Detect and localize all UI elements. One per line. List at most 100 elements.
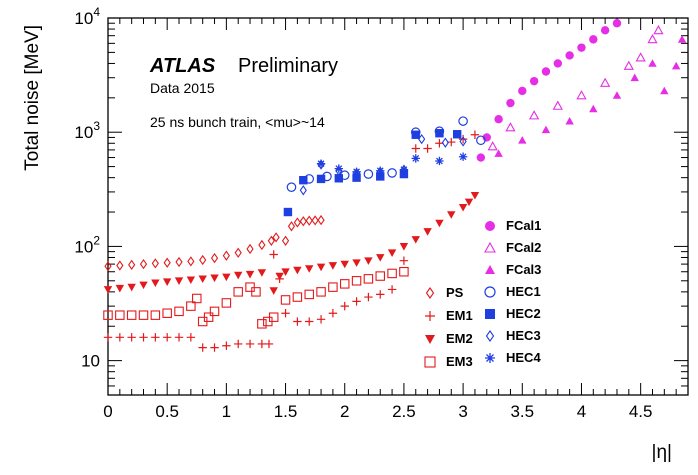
series-ps: [104, 214, 325, 272]
data-point-em1: [234, 339, 243, 349]
data-point-hec3: [441, 137, 449, 148]
data-point-em2: [257, 269, 267, 277]
legend-label-hec2: HEC2: [506, 306, 541, 321]
data-point-hec4: [334, 164, 344, 173]
series-em3: [103, 267, 409, 329]
y-axis-ticks: 10 102 103 104: [74, 5, 688, 396]
data-point-em1: [328, 309, 338, 318]
data-point-hec2: [334, 174, 344, 183]
data-point-em2: [328, 262, 338, 270]
data-point-em3: [328, 282, 338, 292]
series-hec1: [286, 116, 486, 192]
data-point-em3: [280, 295, 291, 305]
data-point-em2: [293, 266, 302, 275]
data-point-em2: [364, 257, 373, 265]
data-point-hec4: [458, 152, 468, 161]
data-point-ps: [267, 235, 275, 246]
data-point-ps: [293, 217, 301, 228]
data-point-em3: [257, 319, 267, 329]
series-em1: [103, 130, 480, 352]
data-point-em2: [411, 236, 420, 244]
legend-marker-hec2: [485, 309, 495, 319]
data-point-hec4: [316, 159, 326, 168]
legend-label-hec3: HEC3: [506, 328, 541, 343]
data-point-em2: [316, 263, 326, 272]
data-point-em1: [162, 333, 172, 342]
atlas-label: ATLAS: [149, 55, 216, 77]
data-point-fcal2: [647, 34, 658, 44]
data-point-em1: [264, 339, 274, 349]
x-tick-label: 0: [103, 402, 112, 421]
data-year-label: Data 2015: [150, 80, 215, 96]
data-point-fcal3: [494, 149, 503, 157]
legend-marker-hec3: [485, 330, 495, 342]
data-point-em3: [103, 310, 113, 320]
data-point-hec2: [316, 174, 326, 184]
data-point-em1: [269, 250, 278, 259]
series-em2: [103, 191, 480, 295]
data-point-em1: [376, 290, 385, 299]
data-point-fcal2: [576, 90, 587, 100]
data-point-em1: [222, 341, 231, 350]
legend-marker-hec4: [485, 353, 495, 363]
data-point-fcal1: [600, 26, 610, 35]
data-point-fcal3: [671, 61, 681, 70]
data-point-fcal1: [494, 114, 503, 124]
data-point-em1: [340, 301, 349, 311]
legend-marker-em1: [425, 311, 435, 321]
data-point-fcal1: [589, 35, 598, 44]
data-point-hec2: [452, 130, 462, 139]
data-point-em3: [316, 287, 326, 297]
data-point-em3: [375, 271, 385, 281]
data-point-em2: [115, 284, 125, 293]
data-point-em1: [387, 285, 397, 294]
y-tick-label: 103: [74, 119, 100, 142]
data-point-ps: [175, 256, 183, 268]
legend-marker-hec1: [484, 286, 496, 298]
legend-marker-fcal3: [485, 265, 495, 274]
legend-label-em2: EM2: [446, 331, 473, 346]
x-axis-label: |η|: [652, 442, 672, 463]
data-point-fcal2: [505, 122, 516, 132]
data-point-em1: [281, 309, 290, 318]
plot-frame: [107, 17, 689, 396]
legend-marker-ps: [425, 287, 435, 299]
data-point-em2: [423, 228, 432, 236]
data-point-em2: [210, 274, 219, 283]
legend-marker-em2: [425, 335, 435, 344]
data-point-ps: [187, 256, 195, 267]
data-point-fcal3: [518, 136, 527, 144]
data-point-hec2: [435, 129, 444, 138]
data-point-em2: [103, 286, 113, 294]
series-fcal3: [494, 35, 687, 157]
data-point-em2: [470, 191, 480, 200]
x-tick-label: 1.5: [274, 402, 298, 421]
data-point-em2: [464, 198, 474, 207]
data-point-em2: [281, 268, 290, 276]
data-point-em2: [399, 243, 409, 251]
data-point-em1: [127, 333, 136, 342]
data-point-ps: [210, 252, 219, 264]
x-tick-label: 1: [222, 402, 231, 421]
data-point-hec4: [435, 156, 444, 166]
legend-marker-fcal2: [484, 241, 496, 253]
data-point-ps: [246, 243, 254, 255]
data-point-em1: [198, 343, 207, 352]
data-point-em1: [151, 333, 160, 342]
data-point-ps: [234, 247, 242, 258]
data-point-fcal1: [565, 51, 574, 60]
data-point-hec1: [286, 182, 297, 192]
data-point-fcal2: [623, 60, 634, 70]
data-point-em1: [174, 333, 184, 342]
data-point-hec3: [299, 185, 307, 196]
data-point-em3: [304, 289, 314, 300]
y-tick-label: 10: [81, 352, 100, 371]
data-point-em1: [305, 317, 314, 326]
y-axis-label: Total noise [MeV]: [22, 25, 43, 171]
data-point-em2: [387, 249, 397, 257]
data-point-ps: [272, 232, 280, 243]
data-point-hec3: [459, 136, 467, 147]
legend-label-fcal1: FCal1: [506, 218, 541, 233]
data-point-fcal1: [518, 86, 527, 96]
data-point-ps: [281, 235, 290, 246]
